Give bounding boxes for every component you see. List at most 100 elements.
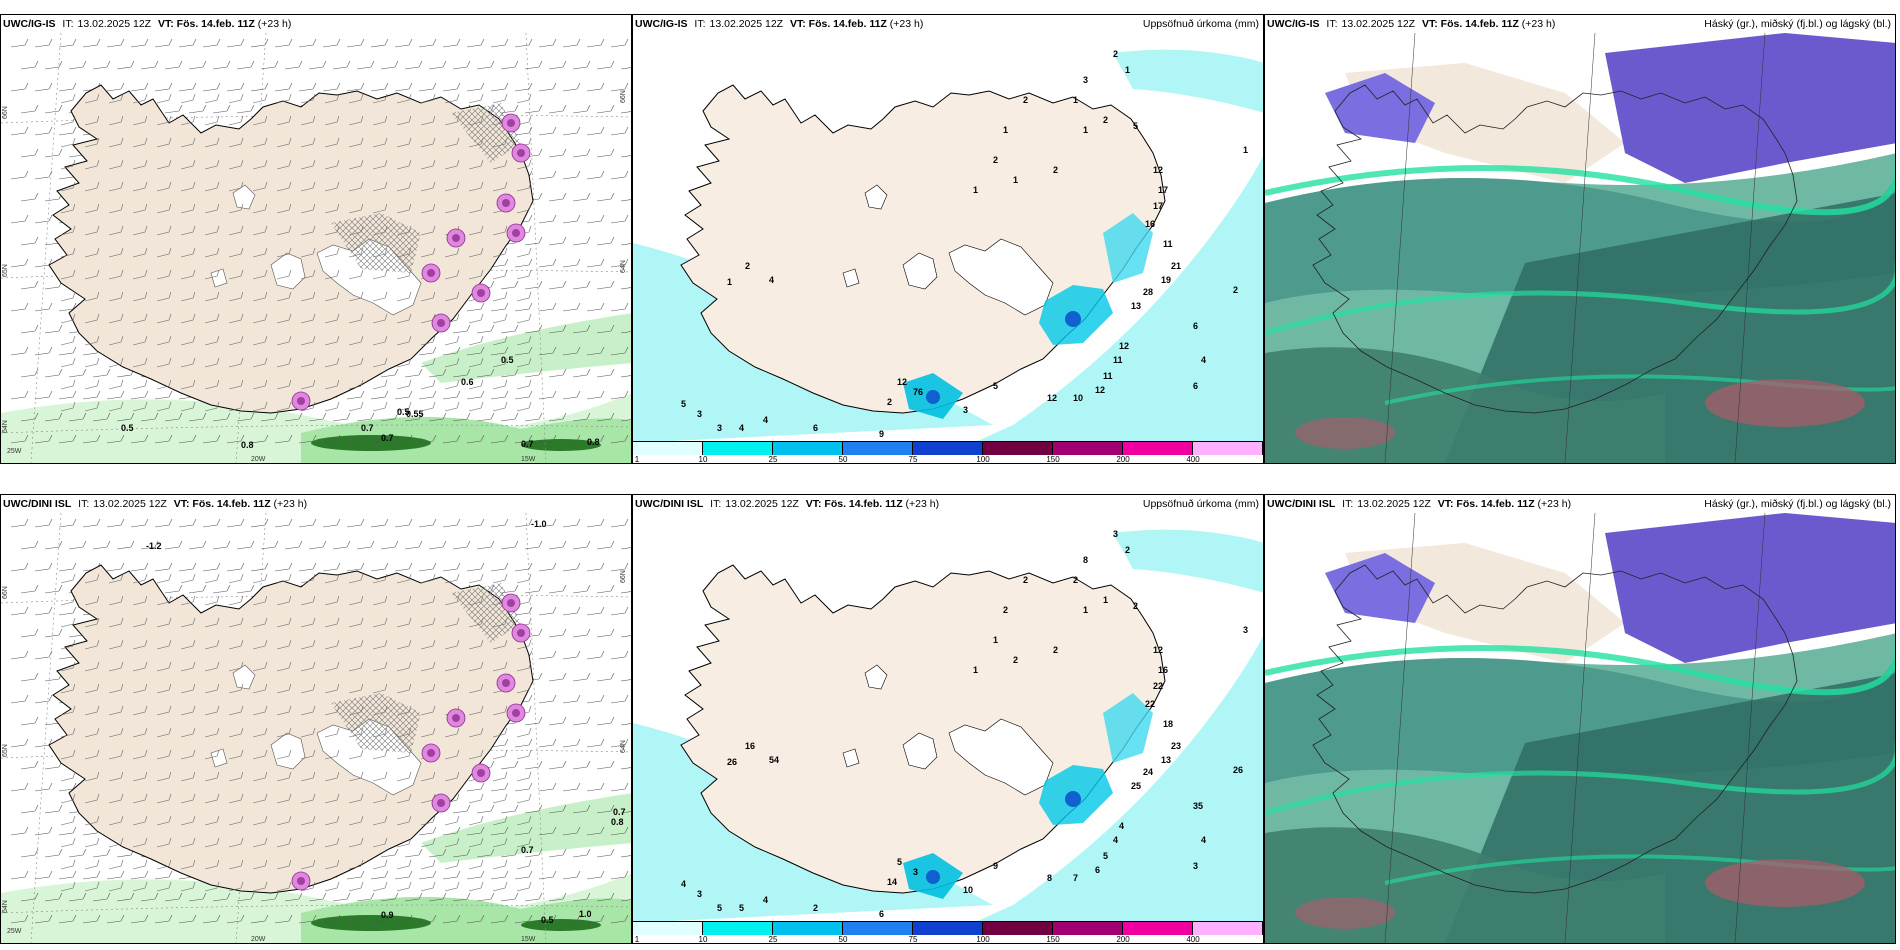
colorbar-swatch: [703, 441, 773, 455]
precip-value-label: 10: [1073, 393, 1083, 403]
precip-value-label: 3: [1193, 861, 1198, 871]
colorbar-swatch: [773, 921, 843, 935]
precip-value-label: 1: [973, 185, 978, 195]
precip-value-label: 1: [1013, 175, 1018, 185]
axis-label: 64N: [2, 900, 9, 913]
precip-value-label: 9: [993, 861, 998, 871]
wind-map: 0.5 0.8 0.6 0.5 0.5 0.7 0.55 0.8 0.7 0.7 66N 65N 64N…: [1, 33, 631, 463]
wind-value-label: 0.7: [521, 845, 534, 855]
panel-title: UWC/IG-IS IT: 13.02.2025 12Z VT: Fös. 14.…: [1267, 18, 1555, 30]
precip-value-label: 14: [887, 877, 897, 887]
precip-value-label: 2: [1053, 165, 1058, 175]
model-name: UWC/DINI ISL: [1267, 498, 1336, 510]
precip-value-label: 4: [1201, 355, 1206, 365]
lead-time: (+23 h): [889, 18, 924, 30]
iceland-land: [48, 84, 534, 414]
precip-value-label: 7: [1073, 873, 1078, 883]
axis-label: 65N: [2, 744, 9, 757]
panel-bottom-left-wind: -1.2 -1.0 0.7 0.8 0.7 0.9 0.5 1.0 66N 65N 64N 25W 20…: [0, 494, 632, 944]
wind-value-label: 0.5: [501, 355, 514, 365]
iceland-outline: [1312, 564, 1798, 894]
colorbar-label: 150: [1046, 455, 1060, 464]
colorbar-swatch: [843, 921, 913, 935]
precip-value-label: 2: [1053, 645, 1058, 655]
precip-value-label: 16: [1158, 665, 1168, 675]
valid-label: VT:: [805, 498, 822, 510]
axis-label: 20W: [251, 936, 266, 943]
precip-value-label: 22: [1153, 681, 1163, 691]
model-name: UWC/IG-IS: [635, 18, 688, 30]
colorbar-label: 25: [768, 935, 778, 944]
valid-time: Fös. 14.feb. 11Z: [176, 18, 255, 30]
precip-value-label: 1: [1073, 95, 1078, 105]
colorbar-label: 200: [1116, 935, 1130, 944]
precip-value-label: 2: [1233, 285, 1238, 295]
colorbar-label: 200: [1116, 455, 1130, 464]
wind-value-label: 0.7: [613, 807, 626, 817]
precip-value-label: 12: [1095, 385, 1105, 395]
colorbar-swatch: [1193, 441, 1263, 455]
precip-value-label: 28: [1143, 287, 1153, 297]
colorbar-label: 150: [1046, 935, 1060, 944]
wind-value-label: 1.0: [579, 909, 592, 919]
colorbar-swatch: [1123, 921, 1193, 935]
precip-value-label: 5: [717, 903, 722, 913]
precip-value-label: 11: [1163, 239, 1173, 249]
precip-value-label: 2: [745, 261, 750, 271]
valid-time: Fös. 14.feb. 11Z: [1440, 18, 1519, 30]
precip-value-label: 21: [1171, 261, 1181, 271]
precip-value-label: 18: [1163, 719, 1173, 729]
colorbar-label: 100: [976, 455, 990, 464]
wind-value-label: 0.6: [461, 377, 474, 387]
wind-value-label: 0.9: [381, 910, 394, 920]
precip-value-label: 10: [963, 885, 973, 895]
wind-value-label: -1.0: [531, 519, 547, 529]
panel-field-title: Háský (gr.), miðský (fj.bl.) og lágský (…: [1704, 18, 1891, 30]
colorbar-label: 75: [908, 455, 918, 464]
colorbar-label: 1: [634, 935, 640, 944]
precip-value-label: 2: [1103, 115, 1108, 125]
wind-value-label: 0.55: [406, 409, 424, 419]
colorbar-swatch: [843, 441, 913, 455]
precip-value-label: 2: [1023, 575, 1028, 585]
colorbar-swatch: [633, 921, 703, 935]
axis-label: 15W: [521, 936, 536, 943]
precip-value-label: 2: [1003, 605, 1008, 615]
lead-time: (+23 h): [1537, 498, 1572, 510]
precip-value-label: 2: [1013, 655, 1018, 665]
precip-value-label: 12: [1153, 645, 1163, 655]
wind-value-label: 0.7: [521, 439, 534, 449]
axis-label: 64N: [620, 260, 627, 273]
colorbar-label: 75: [908, 935, 918, 944]
precip-value-label: 12: [897, 377, 907, 387]
cloud-map: [1265, 33, 1895, 463]
precip-value-label: 4: [1201, 835, 1206, 845]
precip-value-label: 1: [1083, 605, 1088, 615]
precip-value-label: 2: [1113, 49, 1118, 59]
panel-field-title: Uppsöfnuð úrkoma (mm): [1142, 18, 1259, 30]
init-time: 13.02.2025 12Z: [1357, 498, 1431, 510]
init-time: 13.02.2025 12Z: [1341, 18, 1416, 30]
panel-title: UWC/DINI ISL IT: 13.02.2025 12Z VT: Fös. …: [3, 498, 307, 510]
cloud-map: [1265, 513, 1895, 943]
axis-label: 20W: [251, 456, 266, 463]
model-name: UWC/IG-IS: [1267, 18, 1320, 30]
axis-label: 66N: [620, 570, 627, 583]
panel-title: UWC/DINI ISL IT: 13.02.2025 12Z VT: Fös. …: [635, 498, 939, 510]
precip-value-label: 11: [1103, 371, 1113, 381]
colorbar-swatch: [1123, 441, 1193, 455]
precip-value-label: 3: [1113, 529, 1118, 539]
precip-value-label: 1: [1083, 125, 1088, 135]
valid-label: VT:: [1437, 498, 1454, 510]
precip-value-label: 26: [727, 757, 737, 767]
precip-value-label: 3: [913, 867, 918, 877]
precip-value-label: 1: [1243, 145, 1248, 155]
precip-value-label: 12: [1047, 393, 1057, 403]
precip-value-label: 5: [739, 903, 744, 913]
colorbar-swatch: [913, 921, 983, 935]
precip-value-label: 1: [1103, 595, 1108, 605]
colorbar-swatch: [703, 921, 773, 935]
valid-time: Fös. 14.feb. 11Z: [192, 498, 271, 510]
colorbar-label: 10: [698, 455, 708, 464]
precip-value-label: 16: [745, 741, 755, 751]
